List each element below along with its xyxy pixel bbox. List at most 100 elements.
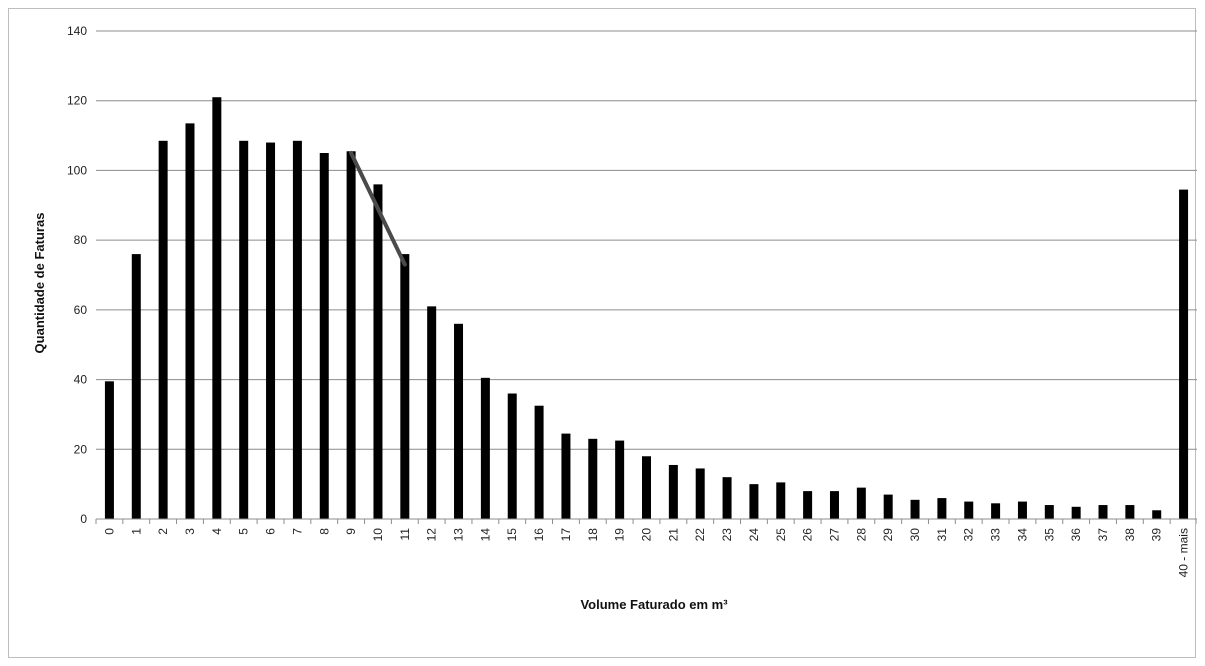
bars (104, 97, 1189, 520)
x-tick-label: 11 (398, 528, 412, 541)
bar (642, 456, 651, 519)
bar (185, 123, 195, 519)
x-tick-label: 4 (210, 528, 224, 535)
x-tick-label: 1 (129, 528, 143, 535)
chart-frame: 0 20 40 60 80 100 120 140 0 1 2 3 4 5 6 7 8 9 10 11 12 13 14 1… (8, 8, 1197, 658)
y-axis-title: Quantidade de Faturas (32, 213, 47, 354)
bar (454, 323, 464, 519)
bar (292, 140, 302, 520)
bar (373, 184, 383, 519)
bar (534, 405, 544, 519)
x-tick-label: 14 (478, 528, 492, 542)
x-tick-label: 2 (156, 528, 170, 535)
bar (212, 97, 222, 519)
bar (239, 140, 249, 520)
bar (615, 440, 625, 519)
bar (104, 381, 114, 519)
x-tick-label: 39 (1150, 528, 1164, 542)
x-tick-label: 32 (962, 528, 976, 542)
x-tick-label: 34 (1015, 528, 1029, 542)
bar (803, 491, 813, 519)
bar (883, 494, 893, 519)
bar (158, 140, 168, 520)
x-tick-label: 40 - mais (1177, 528, 1191, 577)
x-tick-label: 26 (801, 528, 815, 542)
x-tick-label: 28 (854, 528, 868, 542)
bar (668, 464, 678, 519)
bar (561, 433, 571, 519)
x-tick-label: 6 (264, 528, 278, 535)
gridlines (96, 30, 1197, 450)
bar (266, 142, 276, 520)
x-tick-label: 13 (452, 528, 466, 542)
x-tick-label: 30 (908, 528, 922, 542)
bar (1098, 505, 1108, 519)
trend-line (349, 151, 407, 267)
bar (1179, 189, 1189, 519)
x-tick-label: 3 (183, 528, 197, 535)
x-tick-label: 33 (989, 528, 1003, 542)
x-tick-label: 35 (1042, 528, 1056, 542)
x-tick-label: 38 (1123, 528, 1137, 542)
y-tick-label: 20 (74, 442, 88, 456)
trend-segment (349, 151, 407, 267)
bar (964, 501, 974, 519)
x-tick-label: 19 (613, 528, 627, 542)
bar (1071, 506, 1081, 519)
bar (749, 484, 759, 519)
bar (910, 499, 920, 519)
bar (856, 487, 866, 519)
x-tick-label: 16 (532, 528, 546, 542)
x-tick-label: 12 (425, 528, 439, 542)
bar (722, 477, 732, 519)
x-tick-label: 21 (666, 528, 680, 542)
x-tick-label: 7 (290, 528, 304, 535)
y-axis-ticks: 0 20 40 60 80 100 120 140 (67, 24, 87, 526)
y-tick-label: 100 (67, 163, 87, 177)
bar (588, 438, 598, 519)
bar (695, 468, 705, 519)
x-tick-label: 5 (237, 528, 251, 535)
bar (1044, 505, 1054, 519)
bar (427, 306, 437, 519)
x-axis-ticks: 0 1 2 3 4 5 6 7 8 9 10 11 12 13 14 15 16 17 18 19 20 21 22 23 24… (95, 519, 1197, 577)
bar (400, 254, 410, 520)
bar (319, 153, 329, 519)
bar (991, 503, 1001, 519)
x-tick-label: 9 (344, 528, 358, 535)
x-tick-label: 0 (102, 528, 116, 535)
bar (131, 254, 141, 520)
bar (1152, 510, 1162, 519)
x-tick-label: 25 (774, 528, 788, 542)
bar (1125, 505, 1135, 519)
x-tick-label: 23 (720, 528, 734, 542)
bar (480, 377, 490, 519)
x-tick-label: 37 (1096, 528, 1110, 542)
y-tick-label: 0 (80, 512, 87, 526)
x-tick-label: 18 (586, 528, 600, 542)
y-tick-label: 60 (74, 303, 88, 317)
x-tick-label: 15 (505, 528, 519, 542)
x-tick-label: 20 (640, 528, 654, 542)
y-tick-label: 80 (74, 233, 88, 247)
x-tick-label: 24 (747, 528, 761, 542)
bar (1017, 501, 1027, 519)
bar (829, 491, 839, 519)
bar (776, 482, 786, 519)
bar (937, 498, 947, 519)
y-tick-label: 140 (67, 24, 87, 38)
y-tick-label: 40 (74, 373, 88, 387)
x-tick-label: 22 (693, 528, 707, 542)
x-tick-label: 10 (371, 528, 385, 542)
x-tick-label: 29 (881, 528, 895, 542)
x-tick-label: 8 (317, 528, 331, 535)
x-tick-label: 27 (827, 528, 841, 542)
x-axis-title: Volume Faturado em m³ (580, 597, 728, 612)
bar (507, 393, 517, 519)
x-tick-label: 36 (1069, 528, 1083, 542)
y-tick-label: 120 (67, 94, 87, 108)
x-tick-label: 31 (935, 528, 949, 542)
bar (346, 151, 356, 519)
x-tick-label: 17 (559, 528, 573, 542)
